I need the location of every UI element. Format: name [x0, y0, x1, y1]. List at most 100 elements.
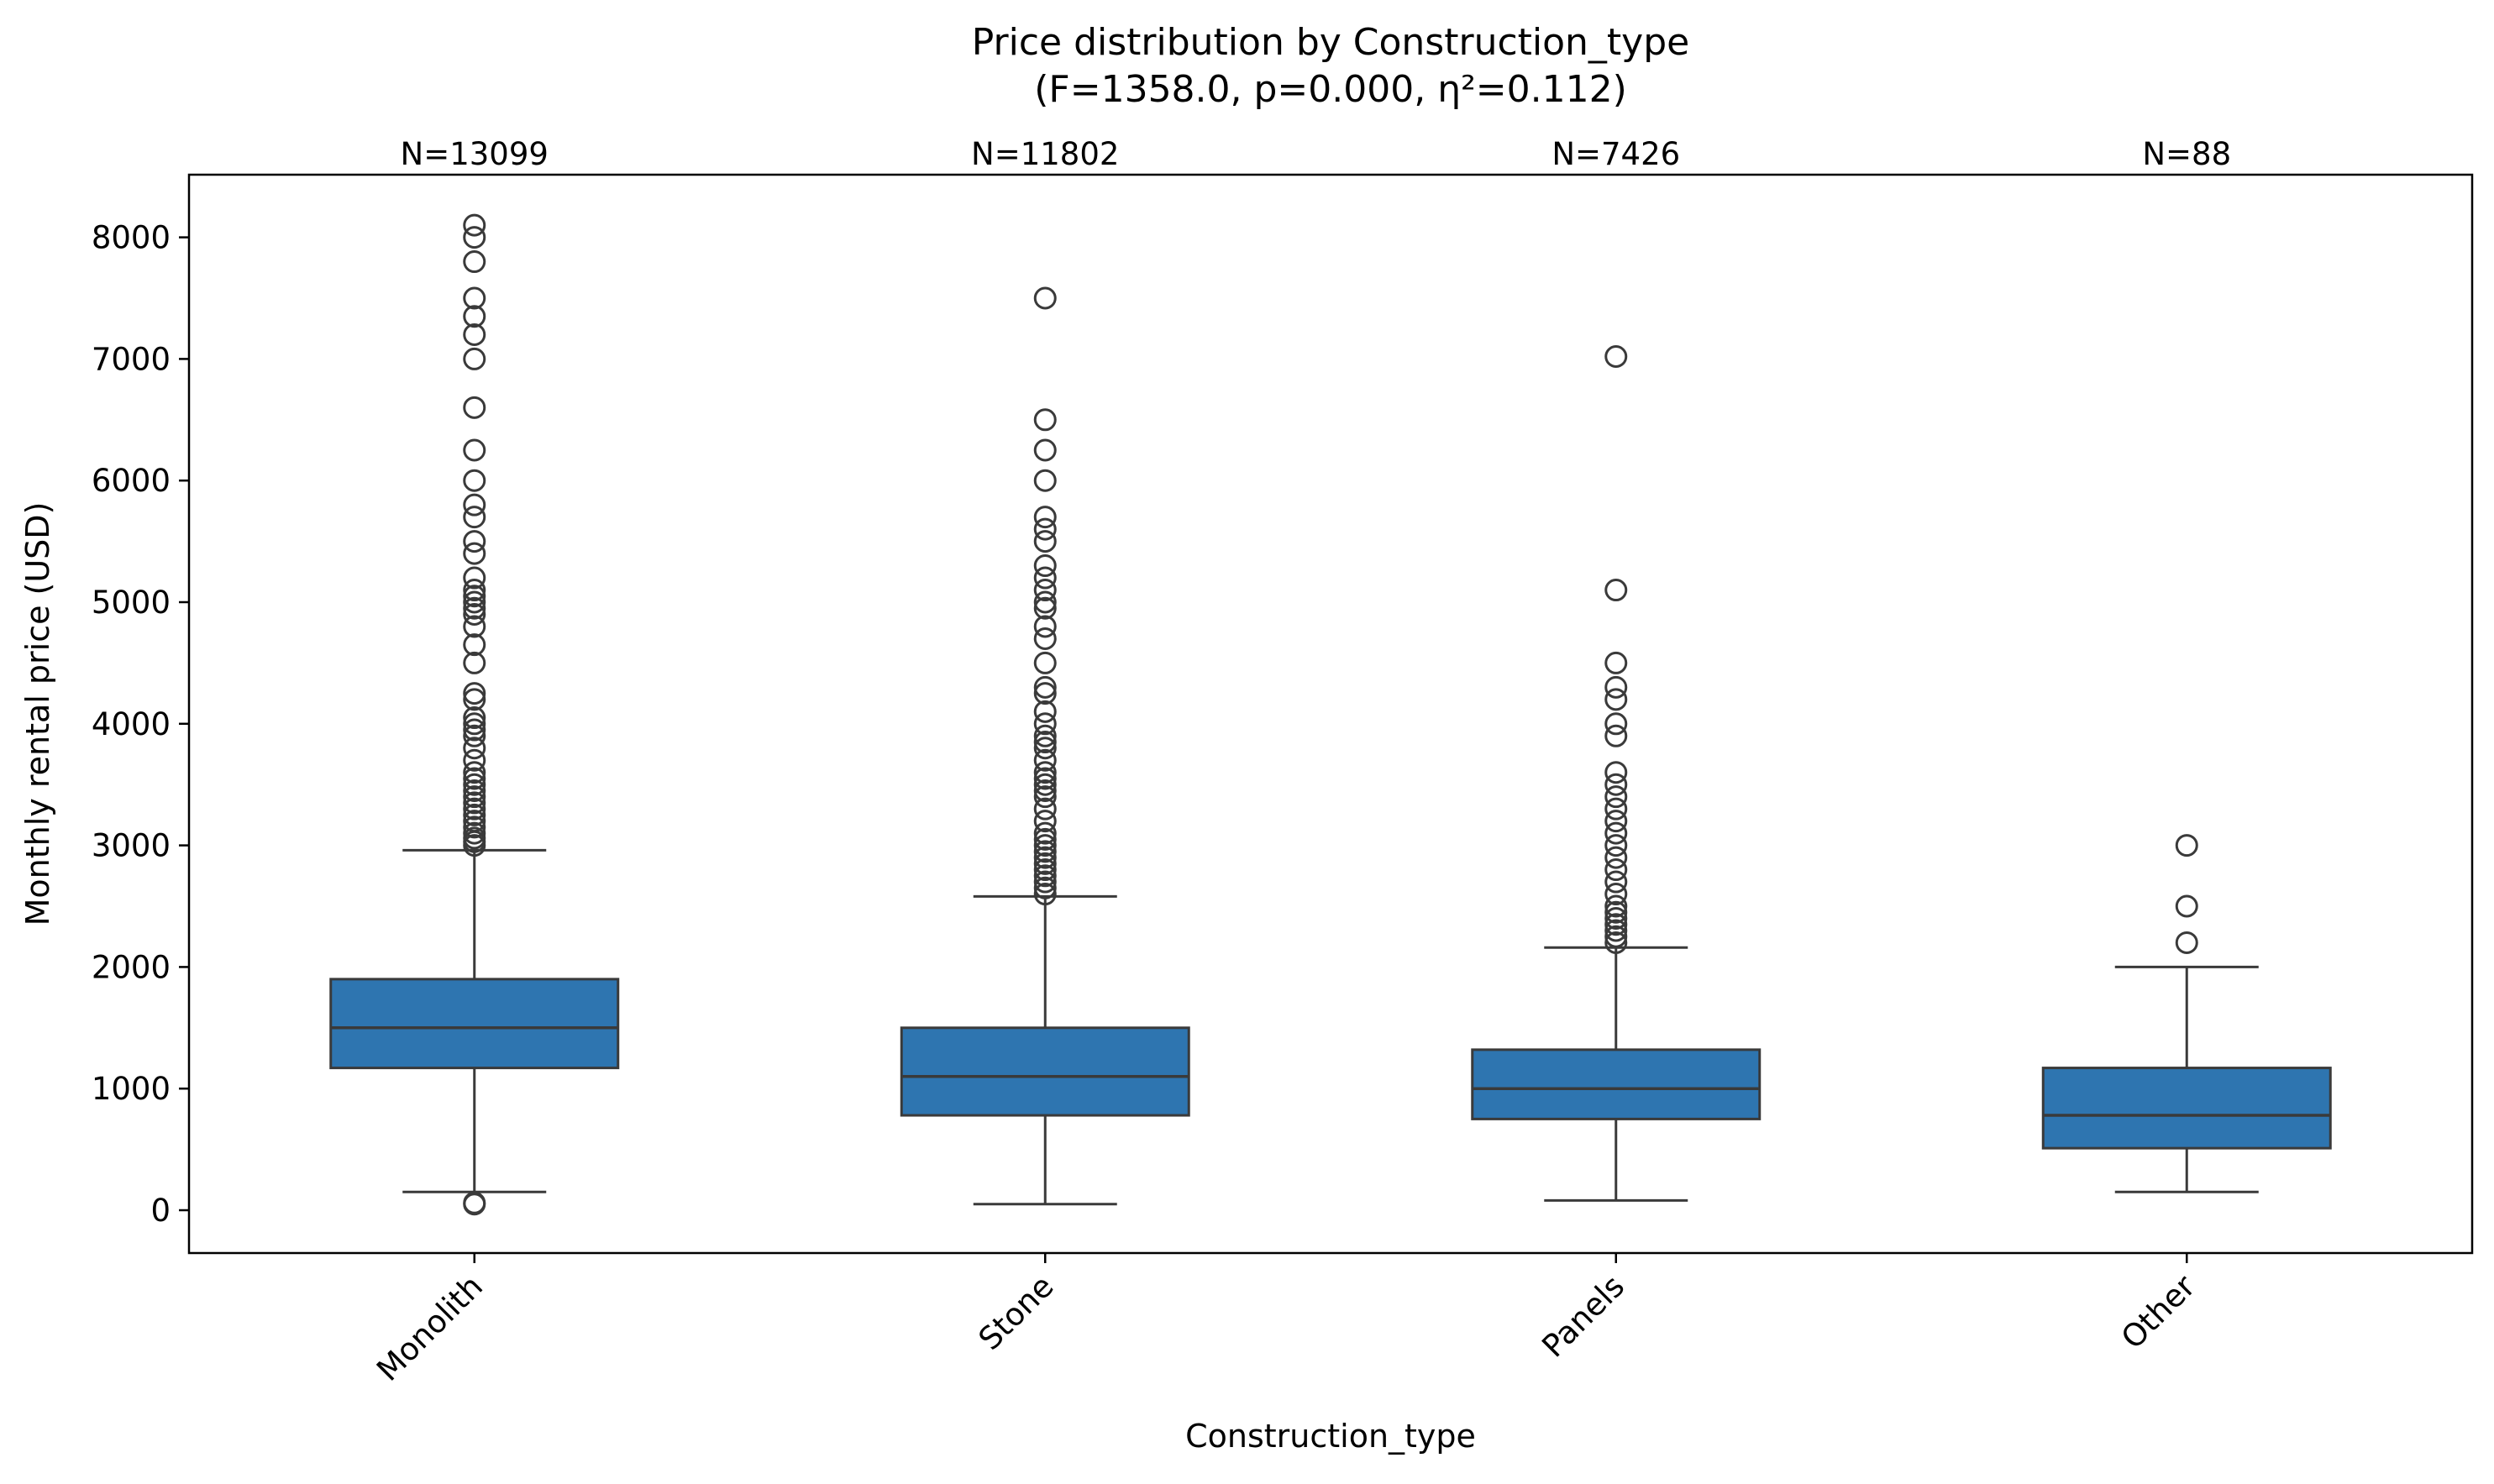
outlier-point	[463, 396, 486, 419]
outlier-point	[1033, 469, 1057, 492]
outlier-point	[1033, 864, 1057, 888]
outlier-point	[1604, 821, 1628, 845]
box-group-panels: N=7426 Panels	[1471, 136, 1762, 1365]
outlier-point	[1033, 712, 1057, 736]
y-tick-label: 3000	[92, 828, 171, 864]
plot-frame	[187, 173, 2474, 1255]
outlier-point	[1604, 761, 1628, 784]
x-tick-label: Monolith	[370, 1268, 490, 1388]
box-group-monolith: N=13099 Monolith	[329, 136, 620, 1388]
outlier-point	[1033, 827, 1057, 851]
y-tick-label: 8000	[92, 220, 171, 256]
outlier-point	[1604, 858, 1628, 882]
outlier-point	[463, 566, 486, 590]
outlier-point	[1604, 345, 1628, 369]
outlier-point	[1033, 627, 1057, 650]
outlier-point	[1033, 579, 1057, 602]
outlier-point	[1033, 876, 1057, 899]
y-axis-label: Monthly rental price (USD)	[19, 502, 56, 926]
box-iqr	[329, 978, 620, 1070]
y-tick-label: 5000	[92, 585, 171, 621]
box-groups: N=13099MonolithN=11802StoneN=7426PanelsN…	[329, 136, 2332, 1388]
outlier-point	[1604, 773, 1628, 796]
y-tick-label: 2000	[92, 949, 171, 985]
outlier-point	[463, 797, 486, 821]
outlier-point	[1033, 846, 1057, 869]
outlier-point	[1604, 797, 1628, 821]
outlier-point	[1033, 883, 1057, 906]
outlier-point	[1033, 675, 1057, 699]
outlier-point	[463, 688, 486, 711]
outlier-point	[1033, 590, 1057, 614]
outlier-point	[1033, 596, 1057, 620]
outlier-point	[463, 347, 486, 370]
outlier-point	[1033, 731, 1057, 754]
outlier-point	[463, 493, 486, 517]
outlier-point	[463, 590, 486, 614]
outlier-point	[1033, 554, 1057, 578]
outlier-point	[1033, 810, 1057, 833]
outlier-point	[463, 286, 486, 310]
outlier-point	[463, 712, 486, 736]
outlier-point	[1033, 517, 1057, 541]
outlier-point	[463, 761, 486, 784]
x-axis-label: Construction_type	[1185, 1418, 1476, 1455]
outlier-point	[1033, 858, 1057, 882]
outlier-point	[1033, 773, 1057, 796]
outlier-point	[1033, 840, 1057, 863]
y-tick-label: 1000	[92, 1071, 171, 1107]
outlier-point	[463, 633, 486, 657]
outlier-point	[1604, 651, 1628, 674]
outlier-point	[463, 213, 486, 237]
outlier-point	[463, 542, 486, 565]
outlier-point	[1033, 779, 1057, 802]
outlier-point	[1033, 724, 1057, 747]
outlier-point	[1033, 286, 1057, 310]
outlier-point	[463, 596, 486, 620]
outlier-point	[463, 682, 486, 705]
n-count-label: N=88	[2142, 136, 2231, 172]
outlier-point	[1033, 834, 1057, 857]
outlier-point	[1604, 712, 1628, 736]
y-tick-label: 4000	[92, 706, 171, 742]
outlier-point	[1033, 506, 1057, 529]
outlier-point	[463, 602, 486, 626]
outlier-point	[463, 305, 486, 328]
outlier-point	[1604, 913, 1628, 936]
outlier-point	[2175, 894, 2198, 918]
outlier-point	[463, 651, 486, 674]
outlier-point	[2175, 931, 2198, 954]
outlier-point	[1033, 737, 1057, 760]
outlier-point	[1604, 675, 1628, 699]
outlier-point	[463, 1191, 486, 1214]
outlier-point	[1604, 724, 1628, 747]
outlier-point	[463, 250, 486, 274]
n-count-label: N=7426	[1552, 136, 1680, 172]
outlier-point	[463, 530, 486, 553]
outlier-point	[1033, 761, 1057, 784]
outlier-point	[463, 785, 486, 809]
outlier-point	[463, 322, 486, 346]
outlier-point	[463, 815, 486, 839]
outlier-point	[463, 226, 486, 249]
y-axis: 0 1000 2000 3000 4000 5000 6000 7000 8000	[92, 220, 189, 1229]
outlier-point	[1033, 651, 1057, 674]
box-group-stone: N=11802 Stone	[900, 136, 1190, 1357]
outlier-point	[463, 810, 486, 833]
y-tick-label: 0	[150, 1193, 171, 1229]
outlier-point	[463, 706, 486, 730]
outlier-point	[463, 506, 486, 529]
outlier-point	[1604, 688, 1628, 711]
outlier-point	[1033, 530, 1057, 553]
outlier-point	[1033, 682, 1057, 705]
outlier-point	[1033, 700, 1057, 723]
n-count-label: N=11802	[971, 136, 1119, 172]
outlier-point	[1604, 883, 1628, 906]
outlier-point	[1604, 579, 1628, 602]
outlier-point	[463, 724, 486, 747]
x-tick-label: Panels	[1535, 1268, 1631, 1365]
y-tick-label: 6000	[92, 463, 171, 499]
outlier-point	[463, 438, 486, 462]
outlier-point	[1604, 870, 1628, 894]
